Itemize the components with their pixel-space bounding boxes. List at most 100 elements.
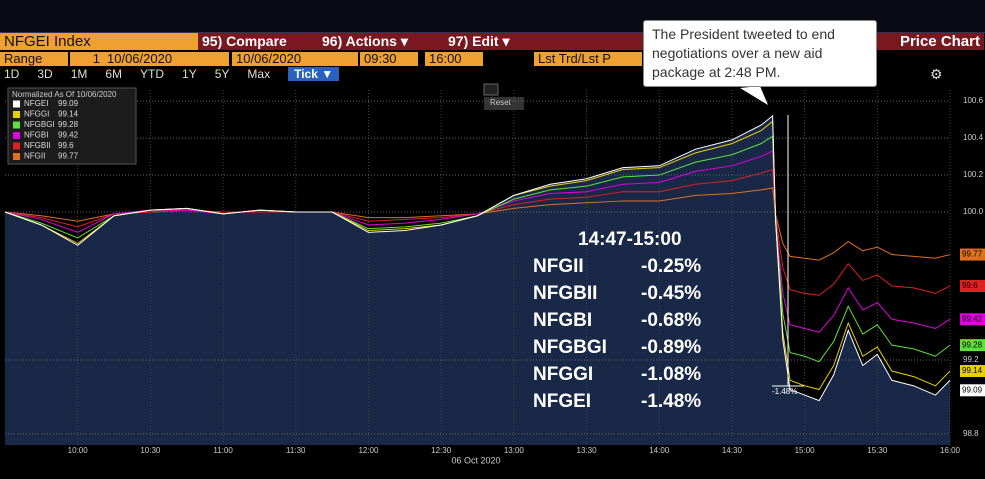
field[interactable]: Lst Trd/Lst P: [534, 52, 642, 66]
period-button[interactable]: 1D: [4, 67, 20, 81]
legend-value: 99.42: [58, 131, 79, 140]
last-value-box: [960, 339, 985, 352]
last-value-box: [960, 365, 985, 378]
legend-swatch: [13, 153, 20, 160]
x-tick-label: 14:00: [649, 446, 670, 455]
overlay-row: NFGBI -0.68%: [533, 307, 701, 334]
overlay-row: NFGEI -1.48%: [533, 388, 701, 415]
overlay-name: NFGII: [533, 256, 584, 277]
last-value-box: [960, 248, 985, 261]
period-button[interactable]: YTD: [140, 67, 165, 81]
legend-name: NFGII: [24, 152, 45, 161]
legend-swatch: [13, 100, 20, 108]
overlay-change: -0.68%: [641, 310, 702, 331]
legend-name: NFGBII: [24, 141, 51, 150]
annotation: The President tweeted to end negotiation…: [643, 20, 877, 87]
period-button[interactable]: 1M: [70, 67, 88, 81]
reset-button[interactable]: [484, 97, 524, 110]
legend-value: 99.77: [58, 152, 79, 161]
period-row: 1D 3D 1M 6M YTD 1Y 5Y Max Tick ▼: [4, 67, 340, 81]
legend-value: 99.28: [58, 120, 79, 129]
actions-button[interactable]: 96) Actions ▾: [318, 33, 444, 50]
x-tick-label: 15:30: [867, 446, 888, 455]
x-tick-label: 13:00: [504, 446, 525, 455]
legend-value: 99.6: [58, 141, 74, 150]
legend-box: [7, 87, 137, 165]
x-tick-label: 11:30: [286, 446, 306, 455]
legend-value: 99.14: [58, 110, 79, 119]
range-n[interactable]: 1: [70, 52, 104, 66]
drop-label: -1.48%: [772, 387, 797, 396]
y-tick-label: 100.2: [963, 170, 984, 179]
compare-button[interactable]: 95) Compare: [198, 33, 318, 50]
callout-pointer: [740, 86, 768, 105]
start-date[interactable]: 10/06/2020: [103, 52, 229, 66]
period-button[interactable]: 1Y: [182, 67, 197, 81]
start-time[interactable]: 09:30: [360, 52, 418, 66]
overlay-name: NFGBII: [533, 283, 598, 304]
x-tick-label: 14:30: [722, 446, 743, 455]
y-tick-label: 100.6: [963, 96, 984, 105]
period-button[interactable]: 3D: [37, 67, 53, 81]
overlay-change: -0.25%: [641, 256, 702, 277]
series-line: [4, 168, 951, 296]
area: [5, 115, 950, 446]
edit-button[interactable]: 97) Edit ▾: [444, 33, 540, 50]
reset-label[interactable]: Reset: [490, 98, 512, 107]
overlay-row: NFGBII -0.45%: [533, 280, 701, 307]
last-value-label: 99.6: [962, 281, 978, 290]
ticker[interactable]: NFGEI Index: [0, 33, 198, 50]
series-line: [4, 114, 951, 402]
period-button[interactable]: 5Y: [214, 67, 230, 81]
legend-name: NFGBI: [24, 131, 48, 140]
end-time[interactable]: 16:00: [425, 52, 483, 66]
x-tick-label: 15:00: [795, 446, 816, 455]
top-bar: [0, 0, 985, 33]
last-value-box: [960, 279, 985, 292]
overlay-name: NFGGI: [533, 364, 594, 385]
tick-button[interactable]: Tick ▼: [288, 67, 340, 81]
y-tick-label: 100.4: [963, 133, 984, 142]
x-axis-label: 06 Oct 2020: [451, 455, 500, 465]
period-button[interactable]: Max: [247, 67, 271, 81]
legend-swatch: [13, 121, 20, 129]
overlay-row: NFGBGI -0.89%: [533, 334, 701, 361]
last-value-label: 99.42: [962, 314, 983, 323]
last-value-label: 99.77: [962, 250, 983, 259]
legend-swatch: [13, 111, 20, 118]
settings-icon[interactable]: ⚙: [930, 66, 943, 82]
overlay-change: -0.45%: [641, 283, 702, 304]
x-tick-label: 10:00: [68, 446, 89, 455]
x-tick-label: 13:30: [577, 446, 598, 455]
tool-toggle[interactable]: [483, 83, 499, 96]
last-value-label: 99.28: [962, 340, 983, 349]
y-tick-label: 100.0: [963, 207, 984, 216]
y-tick-label: 99.2: [963, 355, 979, 364]
legend-name: NFGEI: [24, 99, 48, 108]
overlay-row: NFGII -0.25%: [533, 253, 701, 280]
y-tick-label: 98.8: [963, 429, 979, 438]
x-tick-label: 10:30: [140, 446, 161, 455]
legend-name: NFGBGI: [24, 120, 55, 129]
overlay-name: NFGBGI: [533, 337, 607, 358]
overlay-change: -1.48%: [641, 391, 702, 412]
last-value-label: 99.09: [962, 385, 983, 394]
x-tick-label: 16:00: [940, 446, 961, 455]
legend-title: Normalized As Of 10/06/2020: [12, 90, 117, 99]
legend-swatch: [13, 132, 20, 139]
end-date[interactable]: 10/06/2020: [232, 52, 358, 66]
legend-swatch: [13, 142, 20, 150]
overlay-title: 14:47-15:00: [578, 229, 682, 250]
last-value-box: [960, 313, 985, 326]
overlay-row: NFGGI -1.08%: [533, 361, 701, 388]
x-tick-label: 12:00: [358, 446, 379, 455]
overlay-change: -0.89%: [641, 337, 702, 358]
overlay-name: NFGBI: [533, 310, 593, 331]
last-value-box: [960, 384, 985, 397]
x-tick-label: 12:30: [431, 446, 452, 455]
period-button[interactable]: 6M: [105, 67, 123, 81]
overlay-name: NFGEI: [533, 391, 592, 412]
last-value-label: 99.14: [962, 366, 983, 375]
